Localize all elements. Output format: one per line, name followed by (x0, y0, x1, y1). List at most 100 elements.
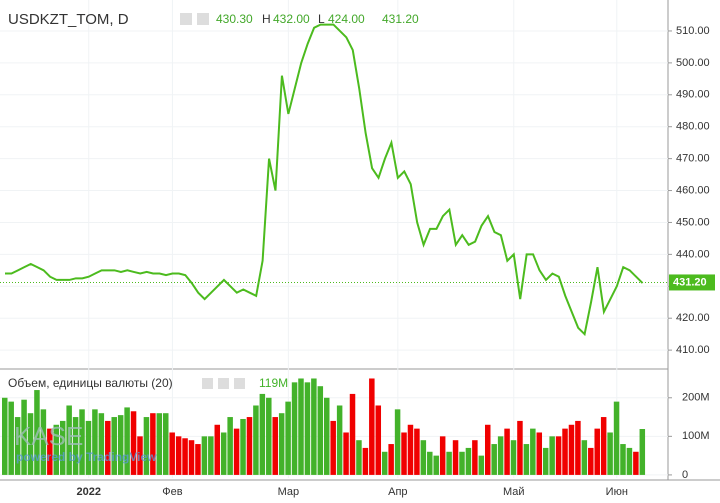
symbol-title: USDKZT_TOM, D (8, 11, 129, 28)
volume-bar (53, 424, 60, 475)
volume-bar (143, 417, 150, 475)
volume-bar (530, 428, 536, 475)
watermark-sub: powered by TradingView (16, 450, 157, 464)
volume-bar (575, 420, 581, 475)
volume-bar (626, 447, 633, 475)
volume-bar (278, 413, 285, 475)
volume-value: 119M (259, 376, 288, 390)
open-value: 430.30 (216, 12, 253, 26)
volume-bar (66, 405, 72, 475)
y-tick-label: 440.00 (676, 248, 710, 260)
volume-bar (124, 407, 130, 475)
y-tick-label: 450.00 (676, 216, 710, 228)
volume-bar (381, 451, 388, 475)
y-tick-label: 100M (682, 430, 710, 442)
x-tick-label: Фев (162, 486, 182, 498)
volume-bar (362, 447, 369, 475)
icon[interactable] (234, 378, 245, 389)
volume-bar (266, 397, 272, 475)
volume-bar (491, 444, 497, 475)
volume-bar (117, 415, 124, 475)
volume-bar (452, 440, 459, 475)
volume-bar (130, 411, 137, 475)
volume-bar (188, 440, 195, 475)
icon[interactable] (197, 13, 209, 25)
volume-bar (2, 397, 8, 475)
x-tick-label: Июн (606, 486, 628, 498)
icon[interactable] (202, 378, 213, 389)
volume-bar (227, 417, 233, 475)
y-tick-label: 480.00 (676, 121, 710, 133)
volume-bar (459, 451, 465, 475)
volume-bar (401, 432, 407, 475)
volume-bar (536, 432, 543, 475)
volume-bar (600, 417, 607, 475)
volume-bar (568, 424, 575, 475)
volume-bar (394, 409, 401, 475)
volume-bar (111, 417, 117, 475)
close-value: 431.20 (382, 12, 419, 26)
volume-bar (150, 413, 156, 475)
x-tick-label: 2022 (76, 486, 100, 498)
volume-bar (478, 455, 485, 475)
icon[interactable] (180, 13, 192, 25)
y-tick-label: 500.00 (676, 57, 710, 69)
volume-bar (330, 420, 336, 475)
volume-bar (446, 451, 452, 475)
y-tick-label: 460.00 (676, 184, 710, 196)
volume-bar (285, 401, 291, 475)
last-price-tag (669, 274, 715, 291)
volume-bar (427, 451, 433, 475)
volume-bar (594, 428, 600, 475)
volume-bar (182, 438, 188, 475)
volume-bar (214, 424, 221, 475)
volume-bar (472, 440, 478, 475)
volume-bar (208, 436, 214, 475)
volume-bar (549, 436, 555, 475)
marks (0, 0, 668, 478)
volume-bar (175, 436, 182, 475)
y-tick-label: 410.00 (676, 344, 710, 356)
volume-bar (21, 399, 27, 475)
volume-bar (137, 436, 143, 475)
volume-bar (588, 447, 594, 475)
price-line (5, 23, 644, 337)
volume-bar (497, 436, 504, 475)
y-tick-label: 0 (682, 469, 688, 481)
volume-bar (291, 382, 298, 475)
volume-bar (510, 440, 517, 475)
x-tick-label: Май (503, 486, 525, 498)
volume-bar (607, 432, 613, 475)
y-tick-label: 470.00 (676, 153, 710, 165)
volume-bar (542, 447, 549, 475)
volume-bar (555, 436, 562, 475)
volume-bar (336, 405, 343, 475)
icon[interactable] (218, 378, 229, 389)
volume-bar (98, 413, 105, 475)
volume-bar (420, 440, 427, 475)
volume-bar (14, 417, 21, 475)
volume-bar (105, 420, 111, 475)
volume-bar (439, 436, 446, 475)
low-label: L (318, 12, 325, 26)
x-tick-label: Мар (278, 486, 300, 498)
volume-bar (34, 390, 40, 475)
volume-bar (613, 401, 620, 475)
volume-bar (485, 424, 491, 475)
volume-bar (633, 451, 639, 475)
volume-bar (163, 413, 169, 475)
volume-bar (317, 386, 324, 475)
volume-bar (195, 444, 201, 475)
volume-bar (27, 413, 34, 475)
volume-bar (465, 447, 472, 475)
volume-title: Объем, единицы валюты (20) (8, 376, 173, 390)
volume-bar (388, 444, 394, 475)
volume-bar (272, 417, 278, 475)
high-label: H (262, 12, 271, 26)
volume-bar (620, 444, 626, 475)
volume-bar (79, 409, 85, 475)
volume-bar (343, 432, 349, 475)
volume-bar (407, 424, 414, 475)
volume-bar (414, 428, 420, 475)
volume-bar (639, 429, 646, 475)
